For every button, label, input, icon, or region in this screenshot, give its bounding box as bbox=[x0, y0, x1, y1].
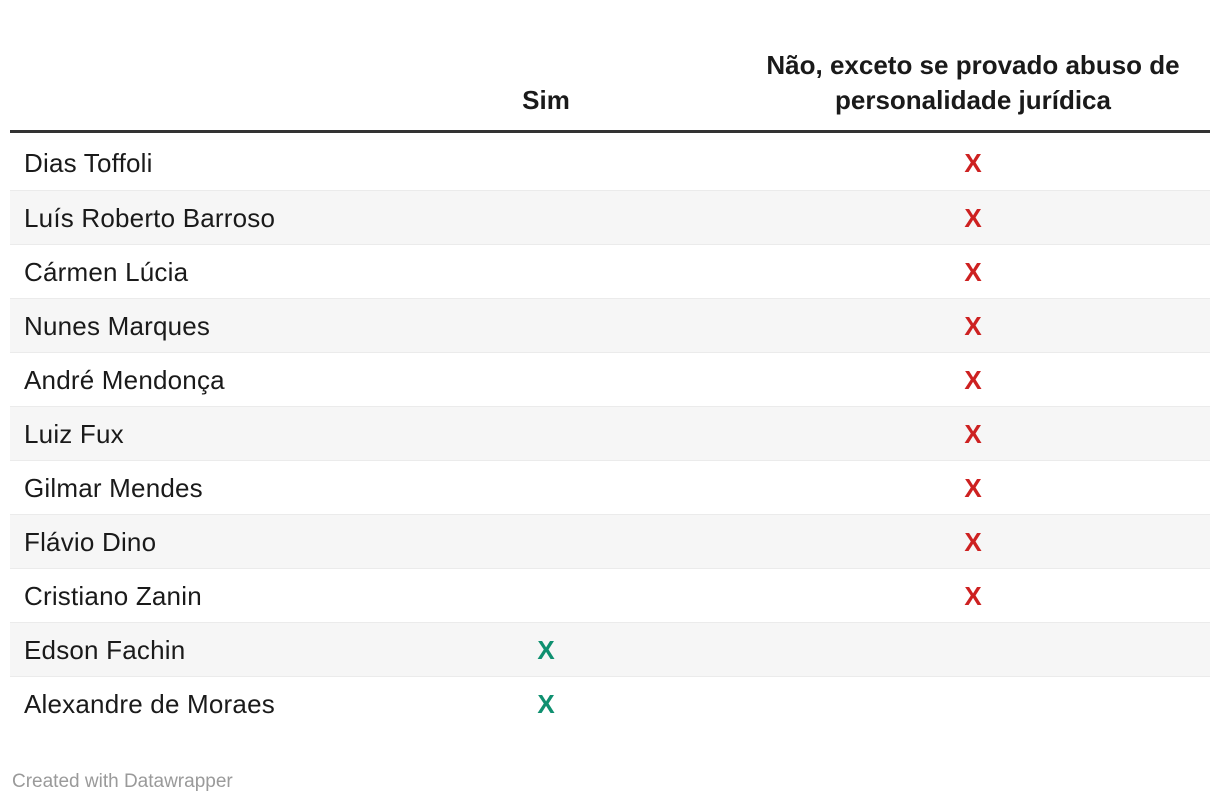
sim-vote-mark bbox=[356, 191, 736, 244]
sim-vote-mark: X bbox=[537, 634, 555, 665]
sim-vote-mark bbox=[356, 515, 736, 568]
table-row: Cármen Lúcia X bbox=[10, 244, 1210, 298]
justice-name: Gilmar Mendes bbox=[24, 472, 203, 503]
table-row: Luiz Fux X bbox=[10, 406, 1210, 460]
table-header: Sim Não, exceto se provado abuso de pers… bbox=[10, 0, 1210, 130]
justice-name: Flávio Dino bbox=[24, 526, 157, 557]
justice-name: Nunes Marques bbox=[24, 310, 211, 341]
nao-vote-mark: X bbox=[964, 580, 982, 611]
nao-vote-mark bbox=[736, 677, 1210, 730]
nao-vote-mark: X bbox=[964, 202, 982, 233]
nao-vote-mark bbox=[736, 623, 1210, 676]
column-head-sim: Sim bbox=[522, 85, 570, 115]
justice-name: Luiz Fux bbox=[24, 418, 124, 449]
datawrapper-credit-link[interactable]: Created with Datawrapper bbox=[12, 771, 233, 792]
sim-vote-mark bbox=[356, 136, 736, 190]
table-row: Alexandre de Moraes X bbox=[10, 676, 1210, 730]
nao-vote-mark: X bbox=[964, 526, 982, 557]
justice-name: Edson Fachin bbox=[24, 634, 186, 665]
sim-vote-mark bbox=[356, 407, 736, 460]
sim-vote-mark bbox=[356, 245, 736, 298]
chart-footer: Created with Datawrapper bbox=[10, 770, 1210, 793]
justice-name: Alexandre de Moraes bbox=[24, 688, 275, 719]
table-row: Edson Fachin X bbox=[10, 622, 1210, 676]
sim-vote-mark bbox=[356, 353, 736, 406]
justice-name: Cármen Lúcia bbox=[24, 256, 189, 287]
justice-name: Luís Roberto Barroso bbox=[24, 202, 276, 233]
table-row: Dias Toffoli X bbox=[10, 136, 1210, 190]
table-row: Flávio Dino X bbox=[10, 514, 1210, 568]
nao-vote-mark: X bbox=[964, 472, 982, 503]
table-row: Nunes Marques X bbox=[10, 298, 1210, 352]
justice-name: André Mendonça bbox=[24, 364, 225, 395]
sim-vote-mark bbox=[356, 569, 736, 622]
nao-vote-mark: X bbox=[964, 364, 982, 395]
sim-vote-mark bbox=[356, 299, 736, 352]
nao-vote-mark: X bbox=[964, 418, 982, 449]
table-row: Cristiano Zanin X bbox=[10, 568, 1210, 622]
nao-vote-mark: X bbox=[964, 256, 982, 287]
table-row: André Mendonça X bbox=[10, 352, 1210, 406]
column-head-nao-label: Não, exceto se provado abuso de personal… bbox=[766, 50, 1180, 115]
justice-name: Cristiano Zanin bbox=[24, 580, 202, 611]
nao-vote-mark: X bbox=[964, 310, 982, 341]
sim-vote-mark bbox=[356, 461, 736, 514]
table-row: Luís Roberto Barroso X bbox=[10, 190, 1210, 244]
header-rule bbox=[10, 130, 1210, 133]
column-head-nao: Não, exceto se provado abuso de personal… bbox=[736, 48, 1210, 118]
sim-vote-mark: X bbox=[537, 688, 555, 719]
table-body: Dias Toffoli X Luís Roberto Barroso X Cármen… bbox=[10, 136, 1210, 730]
nao-vote-mark: X bbox=[964, 148, 982, 178]
table-row: Gilmar Mendes X bbox=[10, 460, 1210, 514]
justice-name: Dias Toffoli bbox=[24, 148, 153, 178]
